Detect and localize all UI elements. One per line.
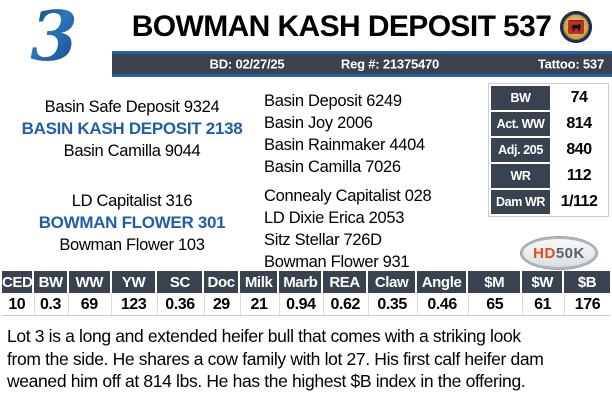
sire-group: Basin Safe Deposit 9324 BASIN KASH DEPOS…	[0, 96, 264, 162]
performance-label: BW	[491, 86, 551, 110]
epd-column-header: BW	[34, 271, 67, 293]
performance-label: Adj. 205	[491, 138, 551, 162]
pedigree-entry: Basin Joy 2006	[264, 114, 373, 132]
epd-column-header: Claw	[368, 271, 416, 293]
epd-column-header: WW	[68, 271, 110, 293]
registration-number: Reg #: 21375470	[340, 56, 440, 72]
performance-row: Act. WW 814	[491, 112, 606, 136]
epd-column-header: Angle	[417, 271, 467, 293]
pedigree-grandparents: Basin Deposit 6249 Basin Joy 2006 Basin …	[264, 90, 490, 273]
pedigree-entry: Basin Camilla 7026	[264, 158, 401, 176]
performance-value: 1/112	[560, 193, 598, 210]
seal-gold-ring	[563, 14, 590, 40]
performance-value: 112	[566, 167, 592, 184]
epd-column-header: SC	[157, 271, 203, 293]
lot-number: 3	[30, 0, 77, 74]
performance-label: WR	[491, 164, 551, 188]
header: BOWMAN KASH DEPOSIT 537	[112, 5, 612, 49]
epd-column-header: CED	[2, 271, 33, 293]
epd-value: 123	[111, 294, 155, 315]
epd-column-header: $W	[522, 271, 563, 293]
epd-value: 0.3	[33, 294, 67, 315]
sire-dam: Basin Camilla 9044	[63, 142, 201, 160]
epd-column-header: Milk	[239, 271, 278, 293]
seal-center	[568, 20, 585, 34]
epd-table: CED BW WW YW SC Doc Milk Marb REA Claw A…	[2, 271, 610, 316]
epd-column-header: Marb	[279, 271, 322, 293]
angus-seal-icon	[560, 11, 593, 43]
performance-value: 74	[570, 89, 588, 106]
description-line: from the side. He shares a cow family wi…	[7, 348, 544, 369]
epd-value: 10	[8, 295, 26, 313]
epd-value: 69	[68, 294, 109, 315]
pedigree-entry: Basin Rainmaker 4404	[264, 136, 425, 154]
epd-value: 61	[522, 294, 562, 315]
sire-name: BASIN KASH DEPOSIT 2138	[21, 119, 243, 138]
epd-column-header: $M	[468, 271, 521, 293]
dam-dam: Bowman Flower 103	[59, 236, 205, 254]
epd-column-header: $B	[564, 271, 610, 293]
pedigree-entry: Basin Deposit 6249	[264, 92, 402, 110]
description-line: weaned him off at 814 lbs. He has the hi…	[7, 371, 526, 391]
birth-date: BD: 02/27/25	[209, 56, 285, 72]
pedigree-entry: Sitz Stellar 726D	[264, 231, 382, 249]
page-title: BOWMAN KASH DEPOSIT 537	[131, 10, 552, 43]
tattoo-number: Tattoo: 537	[537, 56, 604, 72]
epd-value: 65	[468, 294, 520, 315]
performance-label: Act. WW	[491, 112, 551, 136]
performance-row: Dam WR 1/112	[491, 190, 606, 214]
epd-header-row: CED BW WW YW SC Doc Milk Marb REA Claw A…	[2, 271, 610, 293]
lot-number-text: 3	[30, 0, 77, 74]
epd-value-row: 10 0.3 69 123 0.36 29 21 0.94 0.62 0.35 …	[2, 294, 610, 316]
dam-group: LD Capitalist 316 BOWMAN FLOWER 301 Bowm…	[0, 190, 264, 256]
info-bar: BD: 02/27/25 Reg #: 21375470 Tattoo: 537	[112, 51, 612, 77]
description-line: Lot 3 is a long and extended heifer bull…	[7, 326, 521, 346]
performance-row: WR 112	[491, 164, 606, 188]
sire-sire: Basin Safe Deposit 9324	[44, 98, 220, 116]
lot-description: Lot 3 is a long and extended heifer bull…	[7, 325, 544, 393]
performance-row: BW 74	[491, 86, 606, 110]
pedigree-entry: Bowman Flower 931	[264, 253, 410, 271]
hd50k-50k-text: 50K	[555, 244, 585, 262]
epd-column-header: REA	[323, 271, 367, 293]
epd-value: 29	[203, 294, 238, 315]
dam-sire: LD Capitalist 316	[71, 192, 193, 210]
sire-ancestors: Basin Deposit 6249 Basin Joy 2006 Basin …	[264, 90, 490, 178]
dam-ancestors: Connealy Capitalist 028 LD Dixie Erica 2…	[264, 185, 490, 273]
hd50k-logo-icon: HD 50K	[521, 237, 597, 269]
epd-value: 0.35	[368, 294, 415, 315]
performance-value: 840	[566, 141, 592, 158]
epd-value: 0.36	[157, 294, 202, 315]
dam-name: BOWMAN FLOWER 301	[38, 213, 226, 232]
epd-value: 0.94	[279, 294, 321, 315]
pedigree-parents: Basin Safe Deposit 9324 BASIN KASH DEPOS…	[0, 96, 264, 256]
performance-row: Adj. 205 840	[491, 138, 606, 162]
performance-value: 814	[566, 115, 592, 132]
epd-value: 0.62	[323, 294, 366, 315]
epd-column-header: Doc	[204, 271, 238, 293]
performance-label: Dam WR	[491, 190, 551, 214]
epd-value: 21	[239, 294, 278, 315]
epd-column-header: YW	[111, 271, 156, 293]
pedigree-entry: LD Dixie Erica 2053	[264, 209, 405, 227]
performance-table: BW 74 Act. WW 814 Adj. 205 840 WR 112 Da…	[488, 83, 609, 217]
bull-silhouette-icon	[571, 23, 582, 31]
epd-value: 176	[564, 294, 610, 315]
epd-value: 0.46	[417, 294, 466, 315]
hd50k-hd-text: HD	[533, 244, 556, 262]
pedigree-entry: Connealy Capitalist 028	[264, 187, 432, 205]
